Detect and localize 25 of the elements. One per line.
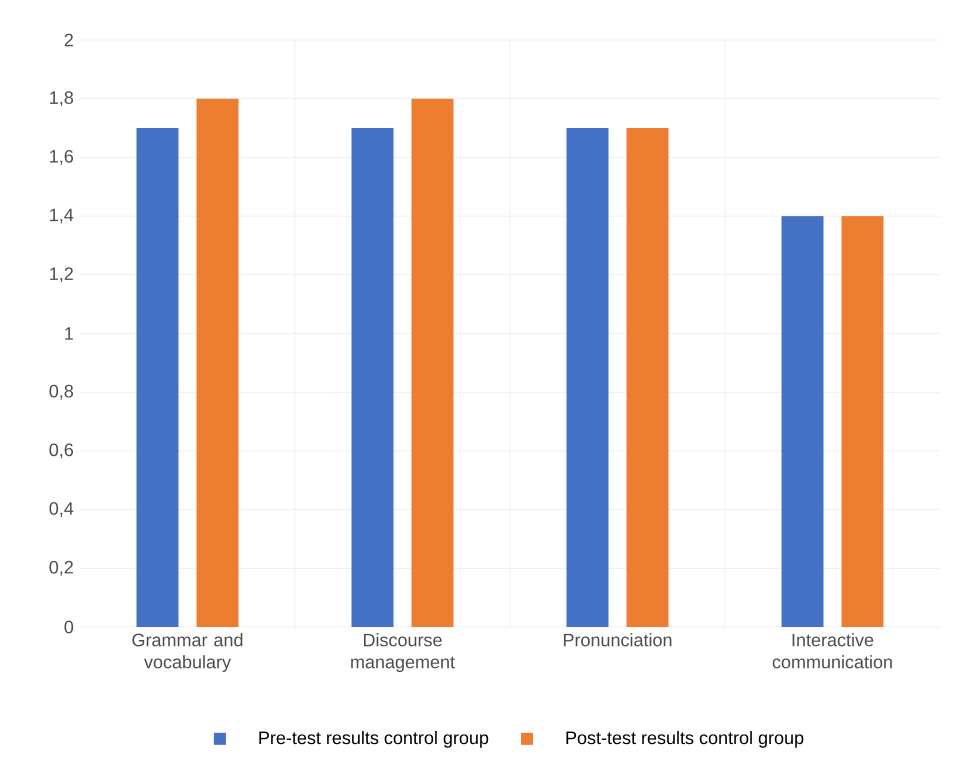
y-tick-label: 0,2: [49, 560, 73, 576]
y-tick-label: 0,4: [49, 502, 74, 518]
bar: [352, 128, 394, 627]
legend-label: Post-test results control group: [566, 730, 804, 748]
y-tick-label: 1: [65, 327, 73, 340]
y-tick-label: 2: [64, 34, 73, 46]
x-tick-label: Pronunciation: [564, 633, 672, 646]
bar: [626, 128, 668, 627]
y-tick-label: 0: [64, 620, 74, 634]
bar: [136, 128, 179, 627]
x-tick-label: Interactive communication: [772, 633, 892, 668]
y-tick-label: 1,2: [50, 267, 73, 282]
x-tick-label: Grammar and vocabulary: [132, 633, 242, 672]
bar: [566, 128, 608, 627]
y-tick-label: 1,4: [50, 208, 74, 224]
x-tick-label: Discourse management: [351, 633, 455, 672]
bar: [412, 98, 454, 627]
y-tick-label: 0,8: [49, 384, 74, 400]
bar: [842, 216, 884, 627]
bar: [196, 98, 239, 627]
y-tick-label: 0,6: [49, 443, 74, 458]
y-tick-label: 1,6: [50, 150, 74, 165]
bar: [782, 216, 824, 627]
y-tick-label: 1,8: [50, 91, 74, 106]
legend-label: Pre-test results control group: [259, 730, 488, 748]
